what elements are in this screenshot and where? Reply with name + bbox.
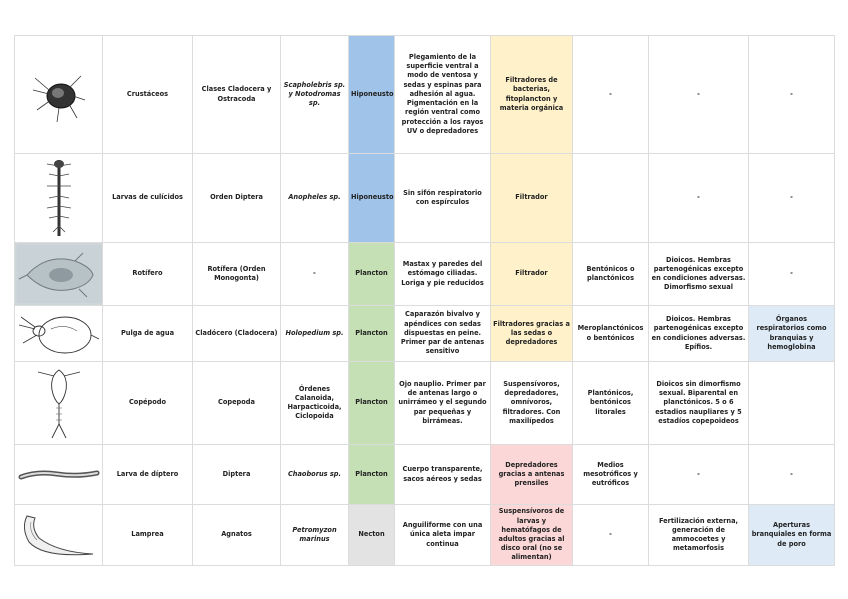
organism-name: Larva de díptero: [102, 444, 193, 505]
respiration: -: [748, 242, 835, 306]
zone: Plantónicos, bentónicos litorales: [572, 361, 649, 445]
taxon: Diptera: [192, 444, 281, 505]
respiration: [748, 361, 835, 445]
species-name: -: [280, 242, 349, 306]
organism-name: Larvas de culícidos: [102, 153, 193, 243]
lamprey-illustration: [23, 515, 94, 556]
habitat-cell: Plancton: [348, 242, 395, 306]
species-name: Chaoborus sp.: [280, 444, 349, 505]
zone: Medios mesotróficos y eutróficos: [572, 444, 649, 505]
respiration: Aperturas branquiales en forma de poro: [748, 504, 835, 566]
copepod-illustration: [37, 369, 80, 439]
adaptations: Cuerpo transparente, sacos aéreos y seda…: [394, 444, 491, 505]
organism-name: Lamprea: [102, 504, 193, 566]
reproduction: -: [648, 35, 749, 154]
mosquito-larva-illustration: [46, 160, 71, 236]
taxon: Clases Cladocera y Ostracoda: [192, 35, 281, 154]
respiration: Órganos respiratorios como branquias y h…: [748, 305, 835, 362]
feeding: Filtradores de bacterias, fitoplancton y…: [490, 35, 573, 154]
species-name: Holopedium sp.: [280, 305, 349, 362]
habitat-cell: Plancton: [348, 305, 395, 362]
table-row: Rotífero Rotífera (Orden Monogonta) - Pl…: [14, 242, 835, 306]
taxon: Rotífera (Orden Monogonta): [192, 242, 281, 306]
taxon: Agnatos: [192, 504, 281, 566]
organism-image: [14, 361, 103, 445]
organism-image: [14, 444, 103, 505]
organism-name: Crustáceos: [102, 35, 193, 154]
species-table: Crustáceos Clases Cladocera y Ostracoda …: [14, 35, 835, 566]
adaptations: Ojo nauplio. Primer par de antenas largo…: [394, 361, 491, 445]
habitat-cell: Necton: [348, 504, 395, 566]
adaptations: Sin sifón respiratorio con espírculos: [394, 153, 491, 243]
adaptations: Mastax y paredes del estómago ciliadas. …: [394, 242, 491, 306]
ostracod-illustration: [32, 75, 85, 122]
taxon: Cladócero (Cladocera): [192, 305, 281, 362]
species-name: Órdenes Calanoida, Harpacticoida, Ciclop…: [280, 361, 349, 445]
organism-image: [14, 504, 103, 566]
organism-name: Rotífero: [102, 242, 193, 306]
table-row: Larva de díptero Diptera Chaoborus sp. P…: [14, 444, 835, 505]
taxon: Orden Diptera: [192, 153, 281, 243]
organism-name: Pulga de agua: [102, 305, 193, 362]
table-row: Crustáceos Clases Cladocera y Ostracoda …: [14, 35, 835, 154]
reproduction: Dioicos. Hembras partenogénicas excepto …: [648, 242, 749, 306]
feeding: Filtrador: [490, 153, 573, 243]
table-row: Copépodo Copepoda Órdenes Calanoida, Har…: [14, 361, 835, 445]
zone: Bentónicos o planctónicos: [572, 242, 649, 306]
organism-image: [14, 35, 103, 154]
habitat-cell: Hiponeusto: [348, 153, 395, 243]
habitat-cell: Plancton: [348, 444, 395, 505]
organism-image: [14, 242, 103, 306]
respiration: -: [748, 35, 835, 154]
diptera-larva-illustration: [18, 470, 100, 479]
water-flea-illustration: [18, 316, 100, 353]
feeding: Suspensívoros, depredadores, omnívoros, …: [490, 361, 573, 445]
species-name: Scapholebris sp. y Notodromas sp.: [280, 35, 349, 154]
feeding: Filtradores gracias a las sedas o depred…: [490, 305, 573, 362]
habitat-cell: Hiponeusto: [348, 35, 395, 154]
table-row: Pulga de agua Cladócero (Cladocera) Holo…: [14, 305, 835, 362]
respiration: -: [748, 153, 835, 243]
reproduction: Fertilización externa, generación de amm…: [648, 504, 749, 566]
habitat-cell: Plancton: [348, 361, 395, 445]
respiration: -: [748, 444, 835, 505]
adaptations: Caparazón bivalvo y apéndices con sedas …: [394, 305, 491, 362]
feeding: Filtrador: [490, 242, 573, 306]
reproduction: -: [648, 153, 749, 243]
species-name: Anopheles sp.: [280, 153, 349, 243]
table-row: Larvas de culícidos Orden Diptera Anophe…: [14, 153, 835, 243]
feeding: Depredadores gracias a antenas prensiles: [490, 444, 573, 505]
table-row: Lamprea Agnatos Petromyzon marinus Necto…: [14, 504, 835, 566]
taxon: Copepoda: [192, 361, 281, 445]
feeding: Suspensívoros de larvas y hematófagos de…: [490, 504, 573, 566]
organism-image: [14, 305, 103, 362]
species-name: Petromyzon marinus: [280, 504, 349, 566]
reproduction: Dioicos. Hembras partenogénicas excepto …: [648, 305, 749, 362]
organism-name: Copépodo: [102, 361, 193, 445]
reproduction: -: [648, 444, 749, 505]
zone: [572, 153, 649, 243]
adaptations: Anguiliforme con una única aleta impar c…: [394, 504, 491, 566]
adaptations: Plegamiento de la superficie ventral a m…: [394, 35, 491, 154]
zone: -: [572, 35, 649, 154]
zone: Meroplanctónicos o bentónicos: [572, 305, 649, 362]
organism-image: [14, 153, 103, 243]
rotifer-illustration: [17, 245, 102, 303]
reproduction: Dioicos sin dimorfismo sexual. Biparenta…: [648, 361, 749, 445]
zone: -: [572, 504, 649, 566]
